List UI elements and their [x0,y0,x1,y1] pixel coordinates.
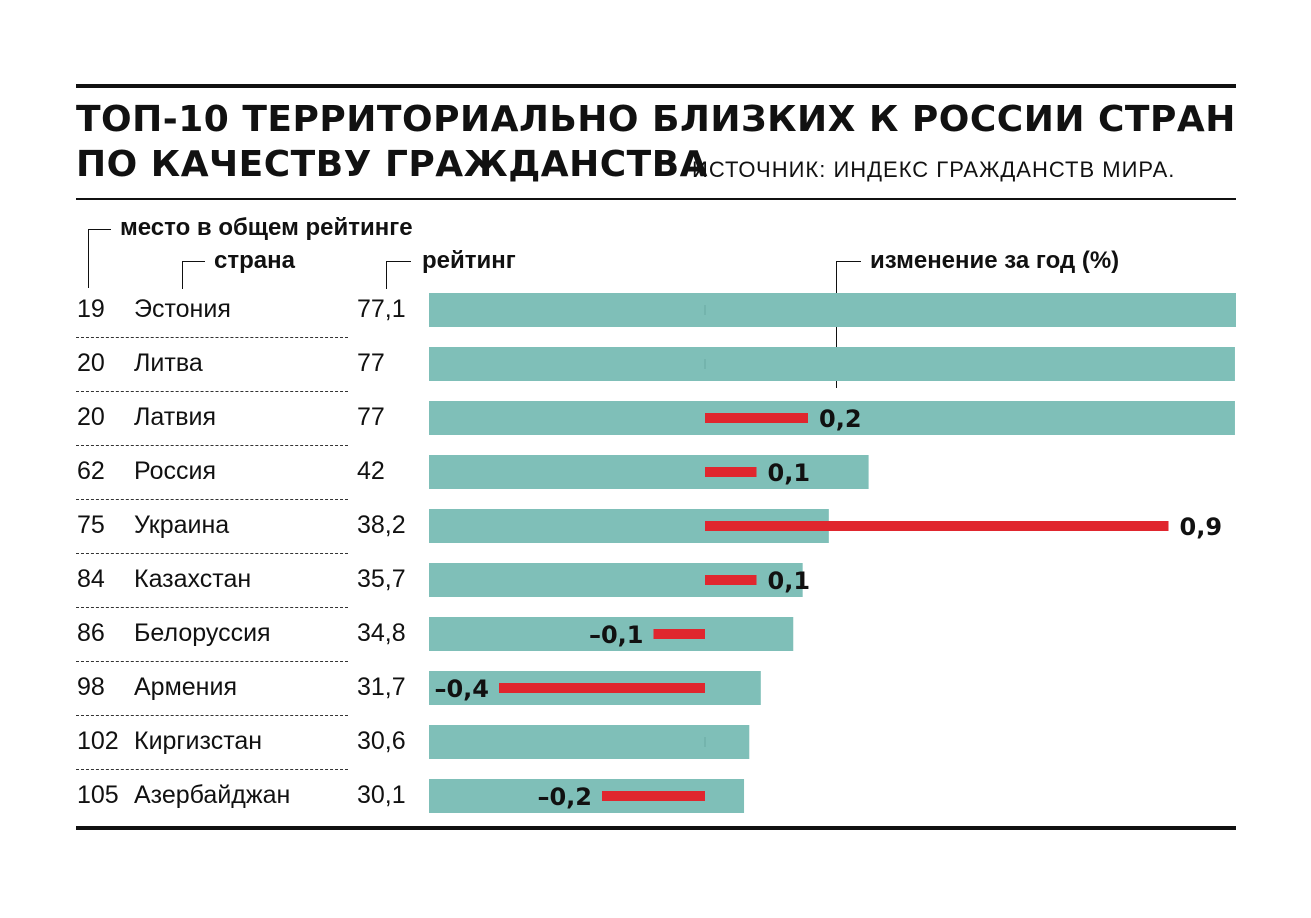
rating-cell: 30,6 [357,727,406,755]
country-cell: Армения [134,673,237,701]
row-divider [76,715,348,716]
rank-cell: 84 [77,565,105,593]
change-label: 0,1 [768,567,811,595]
rating-cell: 77 [357,349,385,377]
country-cell: Эстония [134,295,231,323]
rating-bar [429,347,1235,381]
rating-cell: 77,1 [357,295,406,323]
rank-cell: 98 [77,673,105,701]
rating-cell: 38,2 [357,511,406,539]
change-label: 0,1 [768,459,811,487]
chart-title-line-1: ТОП-10 ТЕРРИТОРИАЛЬНО БЛИЗКИХ К РОССИИ С… [76,99,1236,140]
rank-cell: 102 [77,727,119,755]
rank-cell: 75 [77,511,105,539]
rating-cell: 31,7 [357,673,406,701]
country-cell: Россия [134,457,216,485]
rank-header-bracket [88,229,111,288]
zero-tick [704,737,706,747]
title-rule [76,198,1236,200]
row-divider [76,769,348,770]
row-divider [76,445,348,446]
change-label: –0,1 [589,621,644,649]
zero-tick [704,359,706,369]
rating-bar [429,617,794,651]
row-divider [76,499,348,500]
rank-cell: 105 [77,781,119,809]
rank-cell: 20 [77,349,105,377]
country-cell: Украина [134,511,230,539]
row-divider [76,337,348,338]
rank-cell: 20 [77,403,105,431]
change-bar [705,467,757,477]
rating-bar [429,455,869,489]
country-cell: Латвия [134,403,216,431]
bottom-rule [76,826,1236,830]
rank-cell: 86 [77,619,105,647]
country-cell: Белоруссия [134,619,271,647]
chart-title-line-2: ПО КАЧЕСТВУ ГРАЖДАНСТВА [76,144,709,185]
rating-cell: 30,1 [357,781,406,809]
rating-bar [429,293,1236,327]
rating-bar [429,401,1235,435]
row-divider [76,391,348,392]
rank-cell: 19 [77,295,105,323]
rating-cell: 34,8 [357,619,406,647]
country-header-bracket [182,261,205,289]
change-header: изменение за год (%) [870,247,1120,274]
change-label: 0,2 [819,405,862,433]
source-note: ИСТОЧНИК: ИНДЕКС ГРАЖДАНСТВ МИРА. [692,157,1176,182]
row-divider [76,553,348,554]
rank-header: место в общем рейтинге [120,214,413,241]
top-rule [76,84,1236,88]
rating-bar [429,725,750,759]
country-cell: Литва [134,349,203,377]
rating-cell: 42 [357,457,385,485]
change-bar [602,791,705,801]
country-header: страна [214,247,295,274]
change-label: –0,4 [434,675,489,703]
row-divider [76,661,348,662]
change-bar [705,575,757,585]
country-cell: Азербайджан [134,781,291,809]
change-bar [705,413,808,423]
row-divider [76,607,348,608]
change-bar [705,521,1169,531]
rank-cell: 62 [77,457,105,485]
rating-cell: 35,7 [357,565,406,593]
country-cell: Казахстан [134,565,252,593]
change-bar [653,629,705,639]
rating-header: рейтинг [422,247,516,274]
change-label: 0,9 [1180,513,1223,541]
change-label: –0,2 [537,783,592,811]
rating-cell: 77 [357,403,385,431]
zero-tick [704,305,706,315]
country-cell: Киргизстан [134,727,263,755]
rating-header-bracket [386,261,411,289]
change-bar [499,683,705,693]
